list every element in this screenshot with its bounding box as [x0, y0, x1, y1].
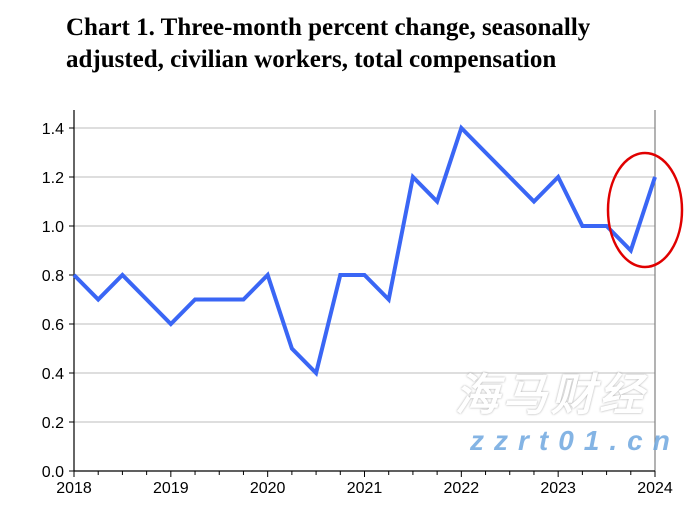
data-point	[436, 201, 438, 202]
x-tick-label: 2019	[153, 480, 189, 497]
data-point	[509, 176, 511, 178]
data-point	[121, 274, 123, 276]
y-tick-label: 0.2	[42, 415, 64, 432]
y-tick-label: 0.8	[42, 268, 64, 285]
data-point	[654, 176, 656, 178]
x-tick-label: 2018	[56, 480, 92, 497]
series-line	[72, 124, 657, 377]
data-point	[73, 274, 75, 276]
data-point	[170, 323, 172, 325]
data-point	[412, 176, 414, 178]
data-point	[581, 225, 583, 227]
x-tick-label: 2022	[444, 480, 480, 497]
x-tick-label: 2023	[540, 480, 576, 497]
x-tick-label: 2020	[250, 480, 286, 497]
y-tick-label: 0.6	[42, 317, 64, 334]
data-point	[533, 201, 535, 202]
data-point	[606, 225, 608, 227]
data-point	[194, 299, 196, 300]
data-point	[460, 127, 462, 129]
data-point	[291, 348, 293, 349]
data-point	[242, 299, 244, 300]
x-tick-label: 2024	[637, 480, 673, 497]
data-point	[630, 250, 632, 251]
data-point	[364, 274, 365, 276]
data-point	[485, 152, 487, 153]
y-tick-label: 0.0	[42, 464, 64, 481]
watermark-url: zzrt01.cn	[470, 425, 680, 456]
data-point	[388, 299, 390, 300]
data-point	[218, 299, 220, 300]
data-point	[315, 372, 317, 374]
y-tick-label: 1.2	[42, 170, 64, 187]
highlight-ellipse	[606, 151, 684, 269]
x-tick-label: 2021	[347, 480, 383, 497]
watermark-logo: 海马财经	[455, 371, 647, 420]
y-tick-label: 1.4	[42, 121, 64, 138]
data-point	[97, 299, 99, 300]
data-point	[339, 274, 341, 276]
data-point	[267, 274, 269, 276]
y-tick-label: 0.4	[42, 366, 64, 383]
chart-title: Chart 1. Three-month percent change, sea…	[66, 14, 591, 73]
data-point	[146, 299, 148, 300]
y-tick-label: 1.0	[42, 219, 64, 236]
data-point	[557, 176, 559, 178]
